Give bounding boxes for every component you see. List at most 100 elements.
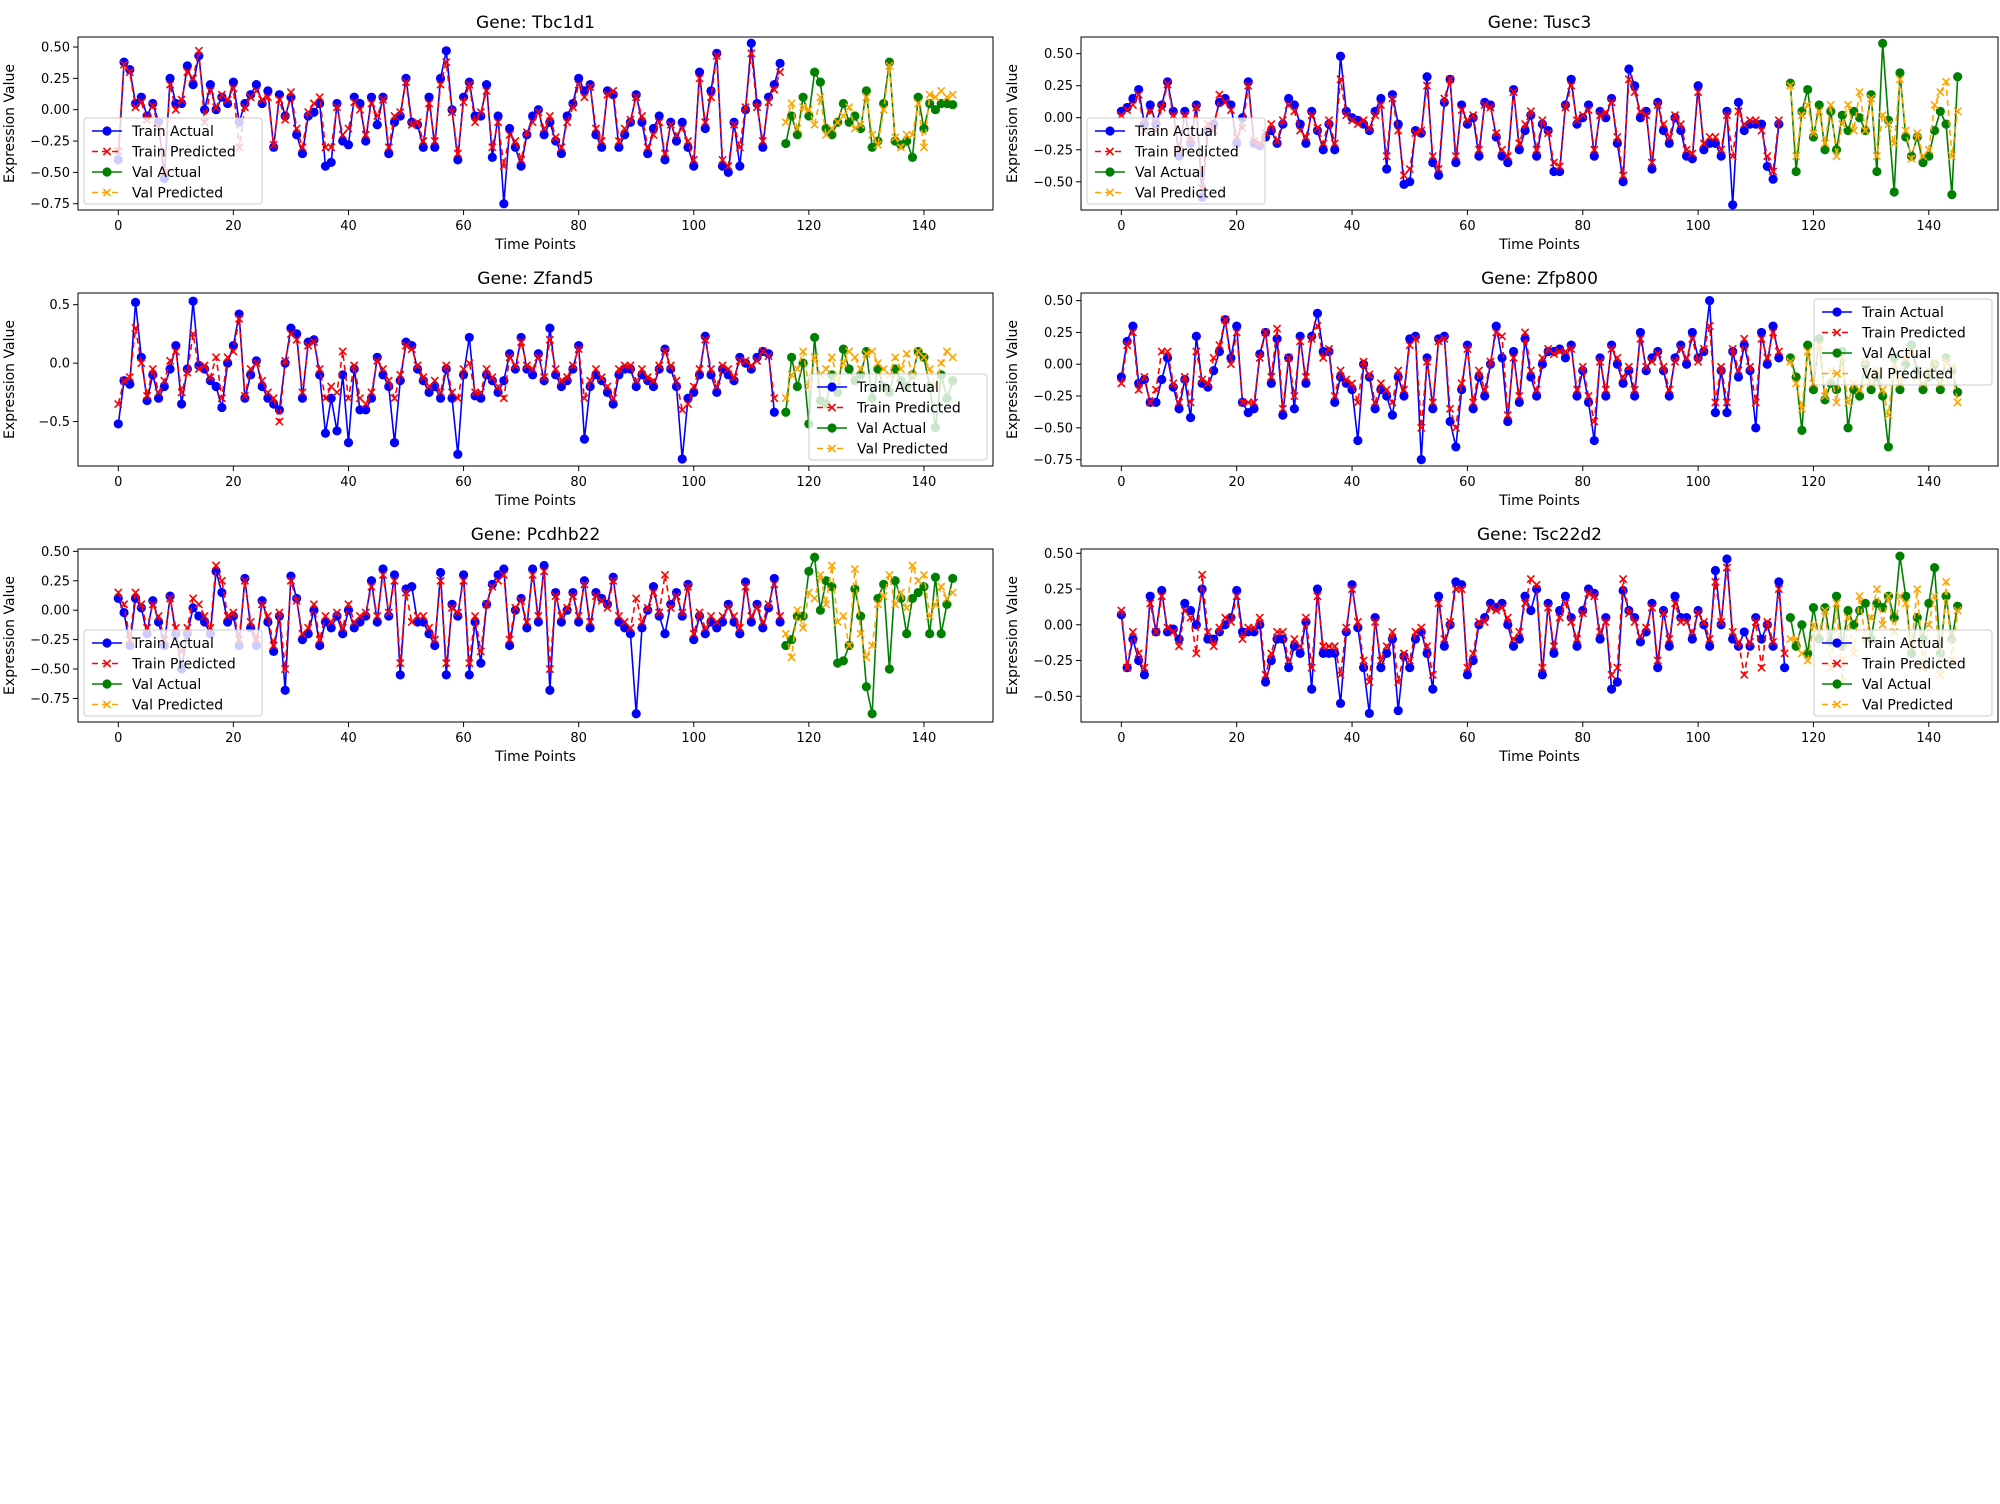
point-train-actual bbox=[188, 296, 198, 306]
point-train-predicted bbox=[1618, 171, 1628, 180]
x-axis-label: Time Points bbox=[494, 237, 576, 253]
point-val-predicted bbox=[919, 570, 929, 580]
point-train-predicted bbox=[367, 388, 376, 397]
point-train-predicted bbox=[574, 80, 583, 89]
point-train-actual bbox=[1768, 174, 1778, 184]
point-train-actual bbox=[1284, 663, 1294, 673]
point-train-predicted bbox=[1647, 158, 1657, 167]
point-train-predicted bbox=[1128, 627, 1138, 637]
point-train-predicted bbox=[390, 111, 399, 121]
point-train-predicted bbox=[1451, 152, 1461, 161]
point-train-predicted bbox=[1503, 152, 1512, 161]
point-val-predicted bbox=[948, 353, 957, 362]
point-train-actual bbox=[1462, 670, 1473, 680]
point-train-actual bbox=[700, 123, 710, 134]
point-train-predicted bbox=[1607, 670, 1616, 679]
x-tick-label: 100 bbox=[681, 219, 706, 234]
point-train-predicted bbox=[1601, 385, 1610, 394]
point-train-predicted bbox=[1342, 623, 1351, 632]
point-train-predicted bbox=[1428, 398, 1437, 407]
point-train-predicted bbox=[1578, 362, 1587, 371]
point-train-predicted bbox=[1174, 642, 1184, 651]
point-val-predicted bbox=[856, 120, 865, 129]
legend-label-val-predicted: Val Predicted bbox=[1862, 367, 1953, 383]
point-train-actual bbox=[1756, 634, 1767, 644]
x-tick-label: 0 bbox=[1117, 219, 1125, 234]
point-val-predicted bbox=[1843, 100, 1853, 110]
point-train-predicted bbox=[568, 103, 578, 112]
point-val-actual bbox=[1947, 190, 1957, 200]
point-train-predicted bbox=[1768, 167, 1778, 176]
point-train-predicted bbox=[200, 611, 209, 621]
point-train-predicted bbox=[1399, 385, 1409, 394]
point-train-predicted bbox=[499, 570, 509, 580]
point-train-predicted bbox=[1290, 634, 1299, 644]
point-train-predicted bbox=[206, 372, 215, 382]
point-train-actual bbox=[1185, 413, 1196, 423]
point-train-predicted bbox=[1428, 152, 1437, 161]
point-train-actual bbox=[1687, 154, 1697, 164]
y-tick-label: 0.50 bbox=[1044, 547, 1073, 562]
x-tick-label: 20 bbox=[225, 219, 242, 234]
point-val-predicted bbox=[821, 364, 831, 374]
point-train-predicted bbox=[1699, 344, 1709, 354]
point-train-actual bbox=[240, 393, 250, 403]
point-train-predicted bbox=[281, 664, 290, 674]
point-val-actual bbox=[1808, 385, 1819, 395]
point-train-actual bbox=[643, 605, 653, 615]
legend-box bbox=[83, 117, 263, 205]
chart-title: Gene: Zfp800 bbox=[1481, 269, 1598, 289]
axes-frame bbox=[77, 292, 994, 467]
point-train-predicted bbox=[493, 382, 503, 391]
point-val-actual bbox=[1935, 385, 1945, 395]
point-val-actual bbox=[1895, 68, 1905, 78]
point-val-predicted bbox=[891, 133, 900, 142]
point-train-predicted bbox=[1163, 623, 1172, 632]
point-val-actual bbox=[1854, 113, 1865, 123]
point-train-predicted bbox=[1699, 617, 1709, 627]
point-train-predicted bbox=[1290, 107, 1299, 116]
point-train-predicted bbox=[1417, 126, 1426, 135]
point-val-predicted bbox=[1843, 613, 1853, 622]
point-train-predicted bbox=[257, 376, 267, 385]
point-train-predicted bbox=[1711, 398, 1720, 407]
point-train-predicted bbox=[1653, 100, 1662, 110]
point-train-actual bbox=[1289, 404, 1299, 414]
point-train-actual bbox=[1197, 584, 1207, 594]
point-train-predicted bbox=[125, 67, 134, 77]
point-train-predicted bbox=[131, 588, 140, 597]
point-train-predicted bbox=[1278, 116, 1288, 125]
legend-marker-train-actual bbox=[1832, 638, 1842, 648]
y-tick-label: −0.50 bbox=[1033, 690, 1073, 705]
point-val-predicted bbox=[1809, 620, 1818, 629]
point-train-predicted bbox=[1221, 613, 1230, 622]
legend: Train Actual Train Predicted Val Actual Val… bbox=[808, 373, 988, 461]
point-val-predicted bbox=[821, 130, 831, 139]
point-train-predicted bbox=[1497, 603, 1507, 612]
point-train-predicted bbox=[1601, 108, 1610, 117]
point-train-actual bbox=[758, 623, 768, 633]
point-train-predicted bbox=[447, 108, 457, 117]
legend-marker-val-actual bbox=[827, 423, 837, 433]
point-train-actual bbox=[648, 381, 659, 392]
point-train-actual bbox=[1295, 331, 1305, 341]
point-val-actual bbox=[1837, 110, 1847, 120]
y-tick-label: 0.25 bbox=[41, 574, 70, 589]
point-train-predicted bbox=[373, 111, 382, 121]
legend-marker-train-predicted bbox=[1832, 659, 1842, 668]
point-train-predicted bbox=[1405, 340, 1414, 350]
point-val-predicted bbox=[1803, 347, 1812, 356]
point-train-actual bbox=[1780, 663, 1790, 673]
point-train-predicted bbox=[378, 95, 388, 104]
point-val-predicted bbox=[850, 124, 860, 133]
point-val-predicted bbox=[1803, 100, 1812, 110]
point-val-actual bbox=[867, 709, 877, 719]
point-train-actual bbox=[1382, 648, 1392, 658]
point-train-predicted bbox=[1469, 649, 1478, 658]
point-train-predicted bbox=[1365, 123, 1374, 133]
point-val-predicted bbox=[1809, 128, 1818, 138]
point-train-actual bbox=[1537, 670, 1547, 680]
point-train-predicted bbox=[1174, 398, 1184, 407]
point-train-actual bbox=[458, 570, 469, 580]
